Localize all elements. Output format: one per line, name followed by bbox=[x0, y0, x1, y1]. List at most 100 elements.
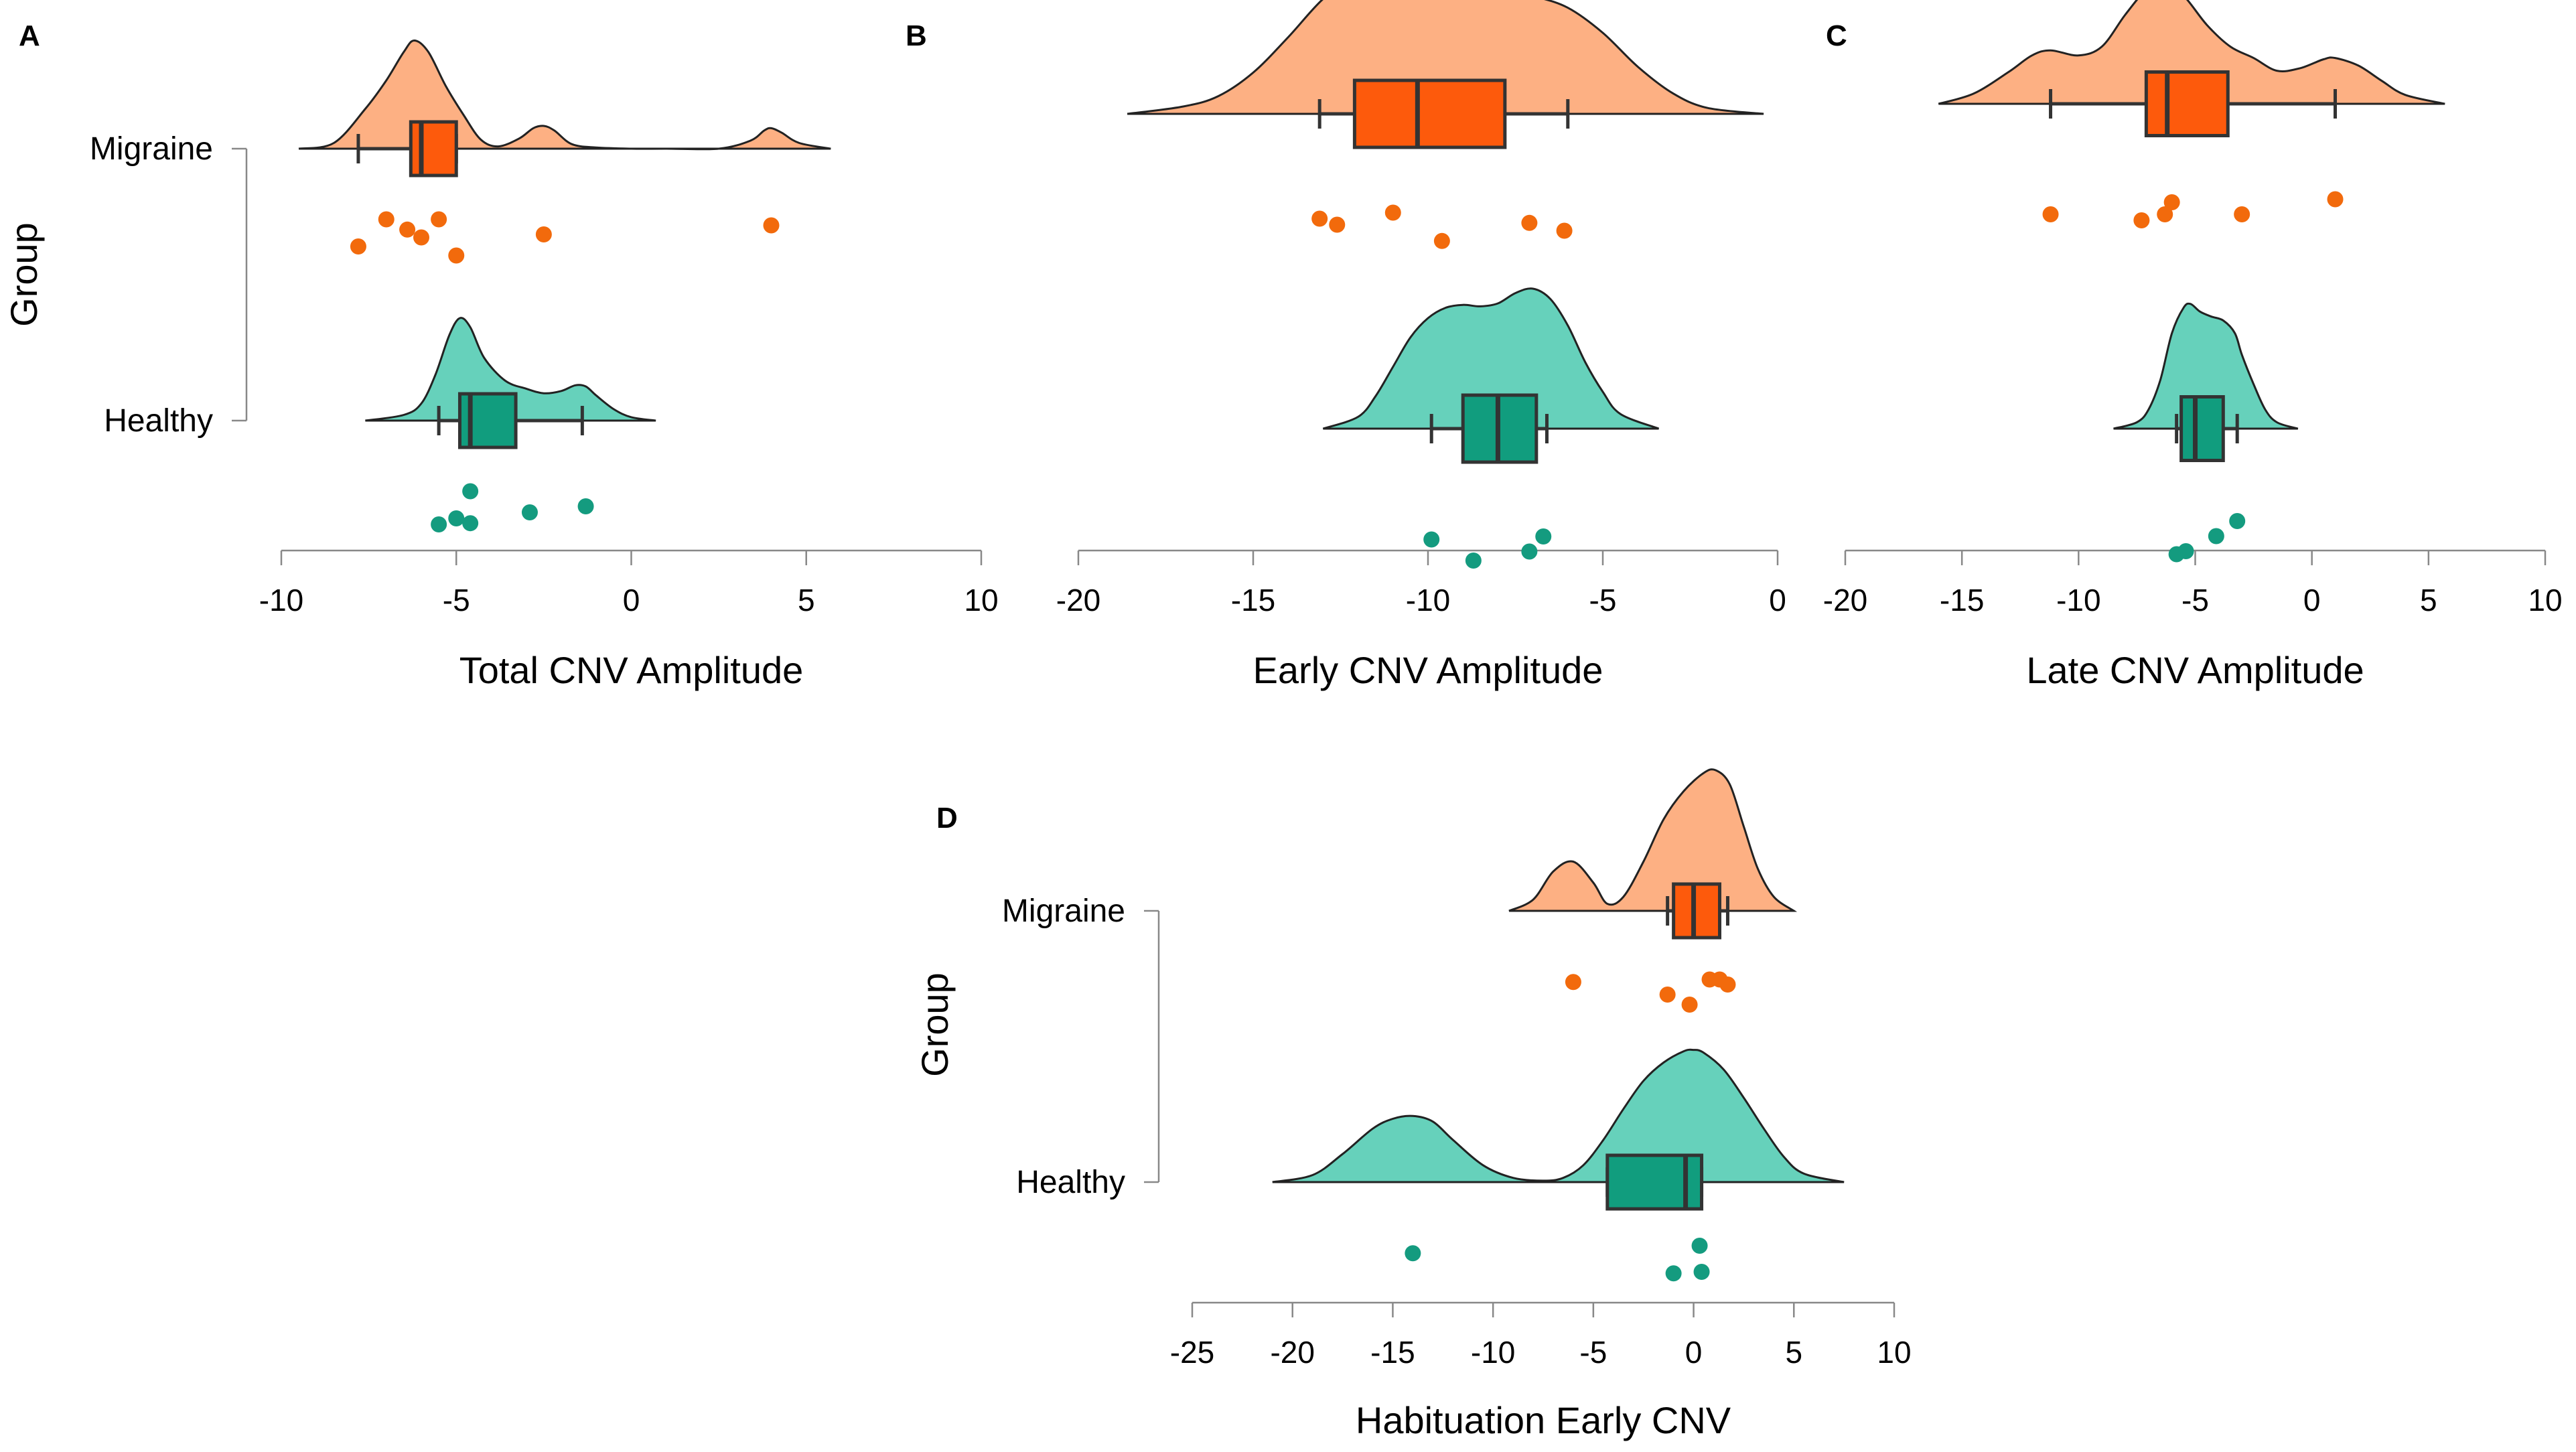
panel-d: D -25 -20 -15 -10 -5 0 5 10 Habituation Early CNV… bbox=[914, 768, 1912, 1441]
data-point bbox=[1405, 1245, 1421, 1262]
data-point bbox=[2208, 528, 2224, 544]
data-point bbox=[1521, 543, 1538, 560]
x-tick-label: -5 bbox=[1579, 1335, 1607, 1370]
data-point bbox=[448, 247, 465, 264]
data-point bbox=[1311, 210, 1328, 227]
box-iqr bbox=[1672, 882, 1721, 940]
data-point bbox=[1556, 222, 1573, 239]
data-point bbox=[1719, 976, 1736, 993]
x-tick-label: 0 bbox=[2303, 583, 2321, 618]
density-healthy bbox=[365, 317, 656, 422]
data-point bbox=[1681, 997, 1698, 1013]
x-tick-label: 0 bbox=[1769, 583, 1786, 618]
density-migraine bbox=[1508, 768, 1798, 912]
x-tick-label: 5 bbox=[2420, 583, 2437, 618]
x-axis-label: Early CNV Amplitude bbox=[1253, 649, 1603, 691]
data-point bbox=[431, 516, 447, 532]
x-tick-label: -5 bbox=[443, 583, 470, 618]
data-point bbox=[1665, 1265, 1682, 1282]
x-tick-label: -20 bbox=[1823, 583, 1867, 618]
series-healthy bbox=[365, 317, 656, 532]
box-iqr bbox=[2144, 70, 2230, 137]
x-axis-label: Habituation Early CNV bbox=[1356, 1399, 1731, 1441]
data-point bbox=[1535, 528, 1552, 544]
data-point bbox=[448, 510, 465, 526]
data-point bbox=[2042, 206, 2059, 222]
y-category-label: Healthy bbox=[104, 403, 213, 439]
density-migraine bbox=[1127, 0, 1764, 115]
series-migraine bbox=[1938, 0, 2445, 228]
data-point bbox=[521, 504, 538, 520]
data-point bbox=[577, 498, 594, 514]
x-tick-label: -20 bbox=[1056, 583, 1100, 618]
data-point bbox=[1329, 216, 1346, 233]
series-migraine bbox=[298, 39, 831, 264]
data-point bbox=[2163, 194, 2180, 210]
data-point bbox=[535, 226, 552, 242]
panel-a: A -10 -5 0 5 10 Total CNV Amplitude Migraine Hea… bbox=[3, 19, 999, 691]
panel-label: A bbox=[19, 19, 40, 52]
data-point bbox=[350, 238, 366, 255]
density-healthy bbox=[1322, 287, 1660, 430]
x-tick-label: -10 bbox=[1471, 1335, 1515, 1370]
series-migraine bbox=[1508, 768, 1798, 1013]
data-point bbox=[2234, 206, 2250, 222]
data-point bbox=[2133, 212, 2150, 228]
x-tick-label: 5 bbox=[1785, 1335, 1802, 1370]
x-tick-label: -10 bbox=[259, 583, 303, 618]
x-tick-label: -15 bbox=[1940, 583, 1984, 618]
data-point bbox=[1691, 1238, 1708, 1254]
x-tick-label: 5 bbox=[798, 583, 815, 618]
x-tick-label: -5 bbox=[1589, 583, 1617, 618]
data-point bbox=[1423, 531, 1440, 548]
data-point bbox=[1384, 204, 1401, 221]
data-point bbox=[1693, 1264, 1710, 1280]
density-healthy bbox=[1272, 1048, 1845, 1183]
data-point bbox=[1465, 553, 1482, 569]
data-point bbox=[2327, 191, 2344, 208]
y-category-label: Migraine bbox=[1002, 893, 1125, 929]
data-point bbox=[378, 211, 395, 228]
series-migraine bbox=[1127, 0, 1764, 249]
y-category-label: Healthy bbox=[1016, 1165, 1125, 1200]
data-point bbox=[462, 515, 479, 532]
panel-label: D bbox=[936, 802, 958, 834]
data-point bbox=[431, 211, 447, 228]
box-iqr bbox=[2179, 395, 2225, 462]
data-point bbox=[763, 217, 780, 234]
x-tick-label: -5 bbox=[2181, 583, 2209, 618]
x-tick-label: 0 bbox=[1685, 1335, 1703, 1370]
panel-label: C bbox=[1826, 19, 1847, 52]
data-point bbox=[2229, 513, 2246, 529]
panel-c: C -20 -15 -10 -5 0 5 10 Late CNV Amplitude bbox=[1823, 0, 2563, 691]
series-healthy bbox=[1272, 1048, 1845, 1282]
x-tick-label: 10 bbox=[964, 583, 998, 618]
x-tick-label: -25 bbox=[1170, 1335, 1214, 1370]
x-tick-label: 10 bbox=[1877, 1335, 1911, 1370]
density-migraine bbox=[1938, 0, 2445, 105]
data-point bbox=[1565, 974, 1581, 991]
x-tick-label: -10 bbox=[2056, 583, 2100, 618]
y-axis-label: Group bbox=[3, 222, 45, 327]
y-category-label: Migraine bbox=[90, 131, 213, 167]
series-healthy bbox=[1322, 287, 1660, 569]
y-axis-label: Group bbox=[914, 972, 956, 1077]
panel-b: B -20 -15 -10 -5 0 Early CNV Amplitude bbox=[906, 0, 1786, 691]
data-point bbox=[413, 229, 429, 246]
data-point bbox=[2168, 546, 2185, 563]
x-tick-label: -20 bbox=[1270, 1335, 1314, 1370]
x-tick-label: -10 bbox=[1406, 583, 1450, 618]
data-point bbox=[462, 483, 479, 500]
box-iqr bbox=[409, 120, 458, 177]
data-point bbox=[2157, 206, 2173, 222]
density-healthy bbox=[2113, 302, 2299, 430]
x-axis-label: Total CNV Amplitude bbox=[459, 649, 804, 691]
x-tick-label: -15 bbox=[1370, 1335, 1415, 1370]
x-tick-label: 10 bbox=[2528, 583, 2562, 618]
box-iqr bbox=[1352, 78, 1507, 149]
panel-label: B bbox=[906, 19, 927, 52]
data-point bbox=[1521, 214, 1538, 231]
x-axis-label: Late CNV Amplitude bbox=[2026, 649, 2364, 691]
